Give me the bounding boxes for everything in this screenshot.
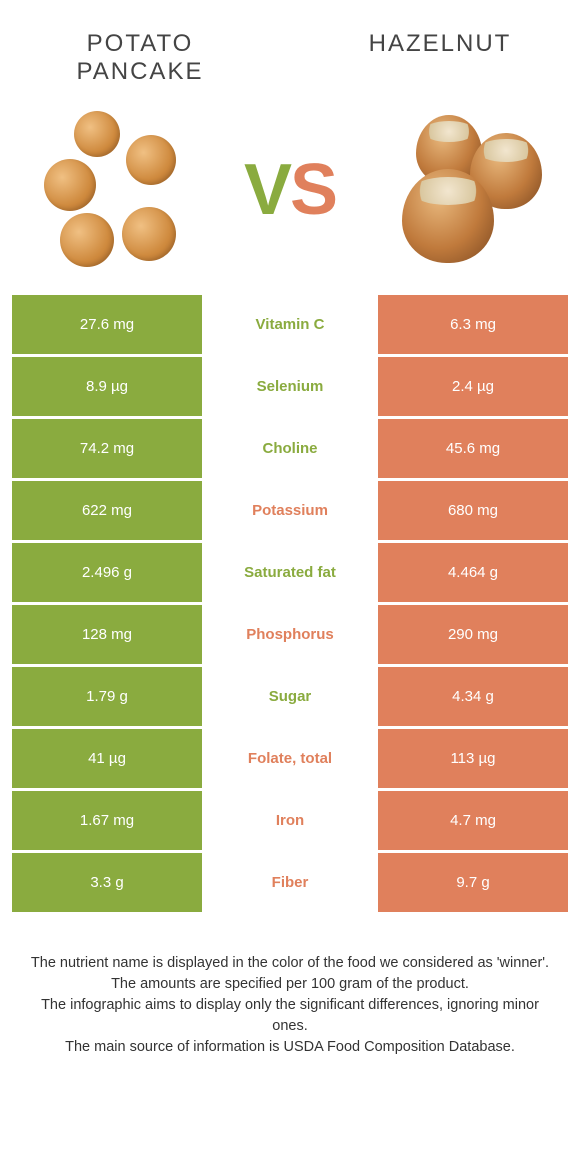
table-row: 1.67 mgIron4.7 mg [12, 791, 568, 850]
left-value: 74.2 mg [12, 419, 202, 478]
right-value: 4.464 g [378, 543, 568, 602]
footer-notes: The nutrient name is displayed in the co… [0, 915, 580, 1058]
footer-line: The infographic aims to display only the… [30, 995, 550, 1037]
vs-label: VS [244, 149, 336, 231]
table-row: 27.6 mgVitamin C6.3 mg [12, 295, 568, 354]
nutrient-label: Fiber [202, 853, 378, 912]
left-value: 622 mg [12, 481, 202, 540]
nutrient-label: Potassium [202, 481, 378, 540]
right-value: 9.7 g [378, 853, 568, 912]
table-row: 41 µgFolate, total113 µg [12, 729, 568, 788]
vs-v: V [244, 150, 290, 230]
nutrient-label: Iron [202, 791, 378, 850]
nutrient-label: Choline [202, 419, 378, 478]
table-row: 74.2 mgCholine45.6 mg [12, 419, 568, 478]
nutrient-label: Saturated fat [202, 543, 378, 602]
nutrient-label: Phosphorus [202, 605, 378, 664]
left-value: 2.496 g [12, 543, 202, 602]
right-food-title: HAZELNUT [340, 30, 540, 85]
table-row: 8.9 µgSelenium2.4 µg [12, 357, 568, 416]
header: POTATO PANCAKE HAZELNUT [0, 0, 580, 95]
left-value: 1.67 mg [12, 791, 202, 850]
left-food-image [30, 105, 200, 275]
nutrient-label: Selenium [202, 357, 378, 416]
comparison-table: 27.6 mgVitamin C6.3 mg8.9 µgSelenium2.4 … [0, 295, 580, 912]
right-value: 6.3 mg [378, 295, 568, 354]
image-row: VS [0, 95, 580, 295]
right-value: 113 µg [378, 729, 568, 788]
right-value: 45.6 mg [378, 419, 568, 478]
table-row: 1.79 gSugar4.34 g [12, 667, 568, 726]
right-value: 290 mg [378, 605, 568, 664]
table-row: 3.3 gFiber9.7 g [12, 853, 568, 912]
table-row: 2.496 gSaturated fat4.464 g [12, 543, 568, 602]
left-value: 3.3 g [12, 853, 202, 912]
nutrient-label: Sugar [202, 667, 378, 726]
nutrient-label: Folate, total [202, 729, 378, 788]
right-food-image [380, 105, 550, 275]
table-row: 622 mgPotassium680 mg [12, 481, 568, 540]
footer-line: The main source of information is USDA F… [30, 1037, 550, 1058]
right-value: 4.7 mg [378, 791, 568, 850]
table-row: 128 mgPhosphorus290 mg [12, 605, 568, 664]
left-value: 128 mg [12, 605, 202, 664]
left-value: 8.9 µg [12, 357, 202, 416]
left-value: 27.6 mg [12, 295, 202, 354]
right-value: 4.34 g [378, 667, 568, 726]
footer-line: The amounts are specified per 100 gram o… [30, 974, 550, 995]
right-value: 2.4 µg [378, 357, 568, 416]
left-food-title: POTATO PANCAKE [40, 30, 240, 85]
footer-line: The nutrient name is displayed in the co… [30, 953, 550, 974]
left-value: 41 µg [12, 729, 202, 788]
nutrient-label: Vitamin C [202, 295, 378, 354]
vs-s: S [290, 150, 336, 230]
right-value: 680 mg [378, 481, 568, 540]
left-value: 1.79 g [12, 667, 202, 726]
